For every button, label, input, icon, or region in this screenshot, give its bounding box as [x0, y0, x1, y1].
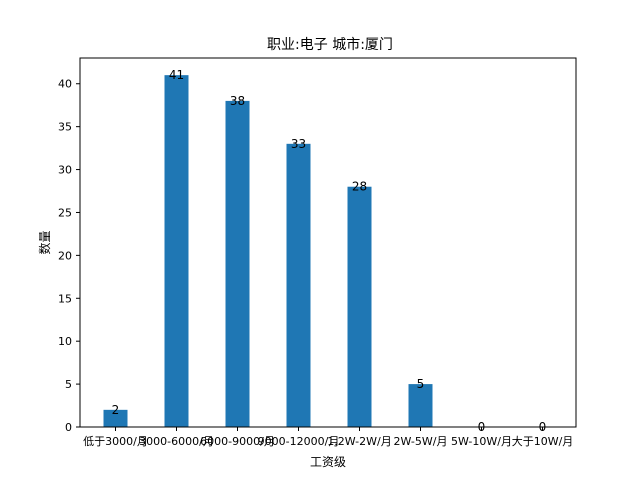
y-tick-label: 0	[65, 421, 72, 434]
y-tick-label: 30	[58, 164, 72, 177]
chart-title: 职业:电子 城市:厦门	[267, 36, 393, 53]
y-tick-label: 40	[58, 78, 72, 91]
x-tick-label: 5W-10W/月	[451, 435, 512, 448]
bar-value-label: 5	[417, 377, 425, 391]
bar-value-label: 41	[169, 68, 184, 82]
x-axis: 低于3000/月3000-6000/月6000-9000/月9000-12000…	[83, 427, 573, 448]
bar	[225, 100, 250, 427]
x-tick-label: 9000-12000/月	[258, 435, 340, 448]
y-tick-label: 25	[58, 206, 72, 219]
y-tick-label: 10	[58, 335, 72, 348]
bar-value-label: 38	[230, 94, 245, 108]
bar-value-label: 28	[352, 180, 367, 194]
bar	[286, 143, 311, 427]
bar	[164, 75, 189, 428]
bar	[408, 384, 433, 427]
bar-value-label: 33	[291, 137, 306, 151]
bar	[103, 409, 128, 427]
y-tick-label: 5	[65, 378, 72, 391]
x-tick-label: 1.2W-2W/月	[327, 435, 391, 448]
x-tick-label: 3000-6000/月	[139, 435, 214, 448]
x-axis-label: 工资级	[310, 455, 346, 469]
y-tick-label: 35	[58, 121, 72, 134]
bar	[347, 186, 372, 427]
y-tick-label: 20	[58, 249, 72, 262]
x-tick-label: 6000-9000/月	[200, 435, 275, 448]
y-axis: 0 5 10 15 20 25 30 35 40	[58, 78, 80, 434]
y-axis-label: 数量	[37, 230, 52, 254]
x-tick-label: 2W-5W/月	[394, 435, 448, 448]
x-tick-label: 大于10W/月	[512, 434, 574, 448]
bars-group	[103, 75, 433, 428]
x-tick-label: 低于3000/月	[83, 435, 148, 448]
y-tick-label: 15	[58, 292, 72, 305]
bar-value-label: 2	[112, 403, 120, 417]
plot-frame	[79, 57, 577, 428]
